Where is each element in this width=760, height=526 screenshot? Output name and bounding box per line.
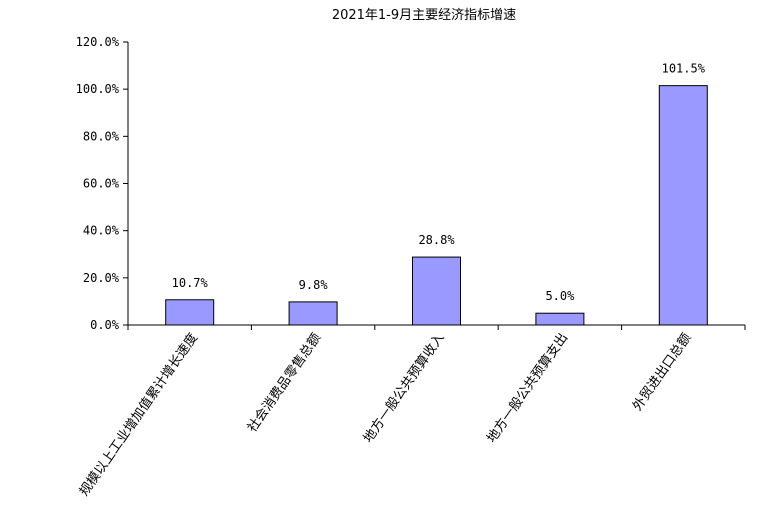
bar-series	[165, 85, 708, 326]
y-axis-ticks: 0.0% 20.0% 40.0% 60.0% 80.0% 100.0% 120.0%	[76, 35, 128, 332]
bar	[535, 312, 585, 326]
category-label: 地方一般公共预算支出	[483, 330, 571, 446]
data-label: 5.0%	[545, 289, 575, 303]
data-label: 28.8%	[418, 233, 455, 247]
category-labels: 规模以上工业增加值累计增长速度 社会消费品零售总额 地方一般公共预算收入 地方一般公共…	[76, 330, 695, 499]
data-label: 10.7%	[172, 276, 209, 290]
bar	[658, 85, 708, 326]
bar	[165, 299, 215, 326]
y-tick-label: 60.0%	[83, 177, 120, 191]
category-label: 外贸进出口总额	[630, 331, 694, 414]
y-tick-label: 20.0%	[83, 271, 120, 285]
data-label: 9.8%	[299, 278, 329, 292]
y-tick-label: 100.0%	[76, 82, 120, 96]
data-label: 101.5%	[662, 62, 706, 76]
y-tick-label: 0.0%	[90, 318, 120, 332]
x-axis-ticks	[127, 325, 746, 330]
category-label: 规模以上工业增加值累计增长速度	[76, 330, 201, 499]
category-label: 社会消费品零售总额	[244, 330, 324, 435]
bar	[412, 256, 461, 326]
data-labels: 10.7% 9.8% 28.8% 5.0% 101.5%	[172, 62, 706, 304]
category-label: 地方一般公共预算收入	[360, 330, 448, 446]
y-tick-label: 40.0%	[83, 224, 120, 238]
y-tick-label: 80.0%	[83, 129, 120, 143]
bar	[288, 301, 338, 326]
y-tick-label: 120.0%	[76, 35, 120, 49]
chart-title: 2021年1-9月主要经济指标增速	[332, 8, 516, 23]
